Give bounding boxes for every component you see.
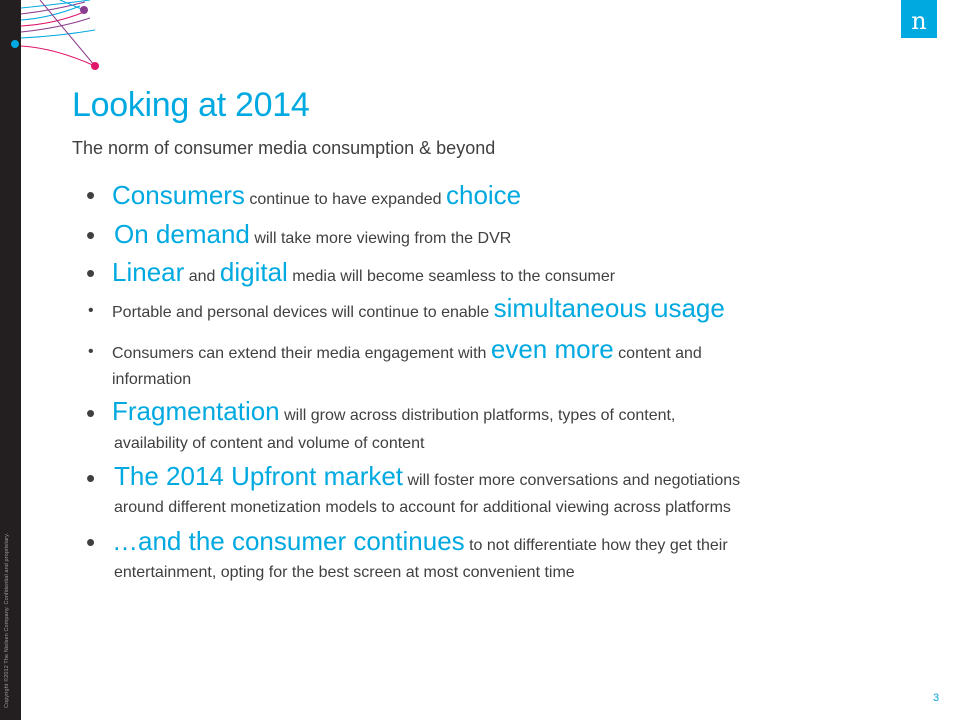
nielsen-logo: n	[901, 0, 937, 38]
highlight-text: digital	[219, 257, 288, 287]
copyright-notice: Copyright ©2012 The Nielsen Company. Con…	[4, 532, 10, 708]
bullet-dot-icon: •	[86, 398, 96, 428]
bullet-text-continuation: entertainment, opting for the best scree…	[114, 564, 575, 581]
bullet-dot-icon: •	[88, 343, 94, 360]
bullet-text-continuation: around different monetization models to …	[114, 499, 731, 516]
bullet-dot-icon: •	[86, 220, 96, 250]
page-number: 3	[933, 692, 940, 704]
bullet-text-continuation: availability of content and volume of co…	[114, 435, 425, 452]
highlight-text: simultaneous usage	[493, 293, 725, 323]
highlight-text: Linear	[112, 257, 185, 287]
purple-dot-icon	[80, 6, 88, 14]
bullet-text: media will become seamless to the consum…	[287, 268, 616, 285]
bullet-dot-icon: •	[88, 302, 94, 319]
bullet-text: will take more viewing from the DVR	[249, 230, 512, 247]
highlight-text: …and the consumer continues	[112, 526, 465, 556]
blue-dot-icon	[11, 40, 19, 48]
highlight-text: even more	[490, 334, 614, 364]
highlight-text: Consumers	[112, 180, 245, 210]
page-subtitle: The norm of consumer media consumption &…	[72, 138, 496, 158]
bullet-dot-icon: •	[86, 463, 96, 493]
bullet-dot-icon: •	[86, 180, 96, 210]
bullet-dot-icon: •	[86, 258, 96, 288]
highlight-text: The 2014 Upfront market	[114, 461, 404, 491]
highlight-text: On demand	[114, 219, 250, 249]
bullet-text: to not differentiate how they get their	[464, 537, 728, 554]
bullet-dot-icon: •	[86, 527, 96, 557]
bullet-text: and	[184, 268, 220, 285]
bullet-text: Consumers can extend their media engagem…	[112, 345, 491, 362]
bullet-text: will grow across distribution platforms,…	[279, 407, 676, 424]
bullet-text: continue to have expanded	[244, 191, 446, 208]
pink-dot-icon	[91, 62, 99, 70]
bullet-text-continuation: information	[112, 371, 192, 388]
bullet-text: will foster more conversations and negot…	[403, 472, 741, 489]
bullet-text: content and	[613, 345, 702, 362]
left-sidebar-bar	[0, 0, 21, 720]
decorative-network-graphic	[11, 0, 99, 70]
page-title: Looking at 2014	[72, 86, 310, 124]
highlight-text: Fragmentation	[112, 396, 280, 426]
highlight-text: choice	[445, 180, 522, 210]
bullet-text: Portable and personal devices will conti…	[112, 304, 494, 321]
